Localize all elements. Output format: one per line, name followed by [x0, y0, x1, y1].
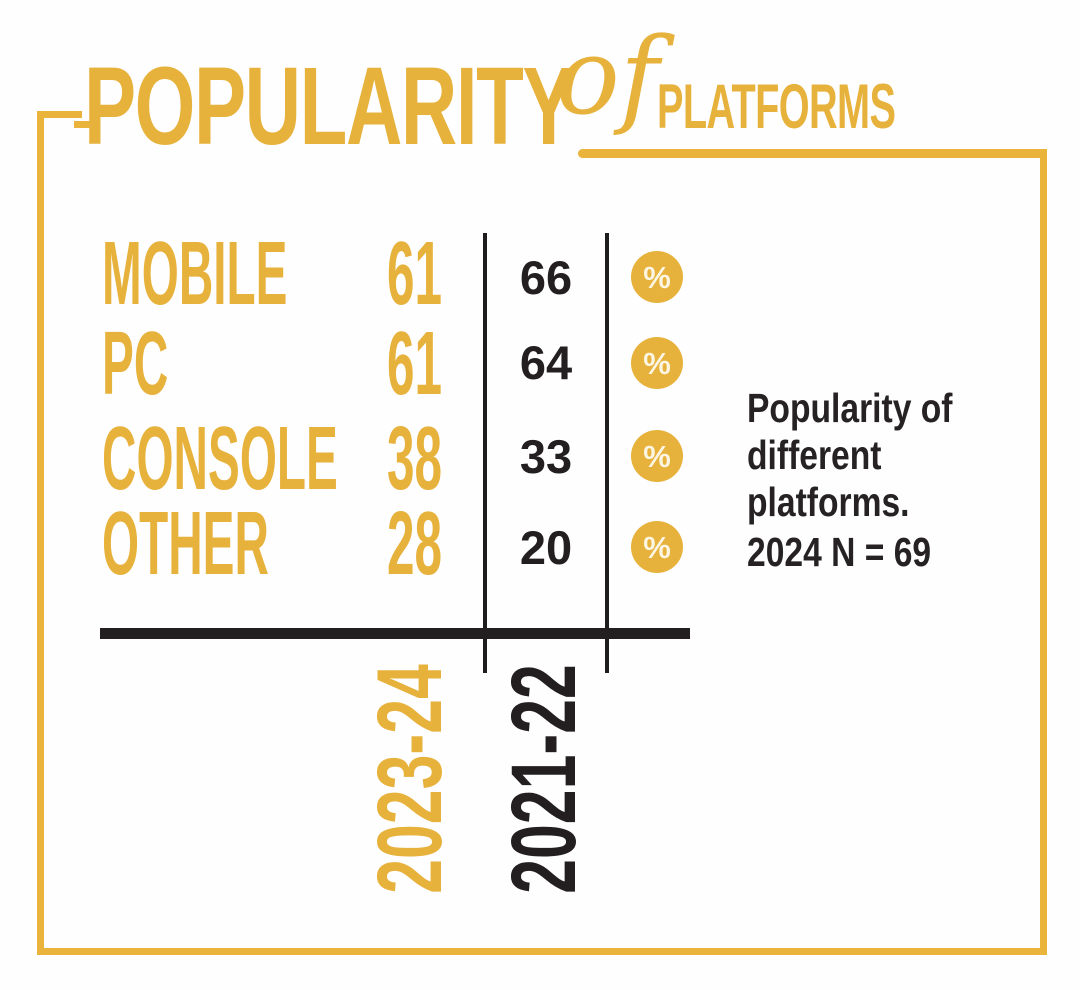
frame-border-bottom: [37, 948, 1047, 955]
column-header-2023-24: 2023-24: [359, 664, 461, 894]
value-2023-24: 38: [386, 409, 442, 509]
platform-label: OTHER: [102, 494, 269, 594]
column-divider-line-2: [605, 233, 609, 673]
percent-badge: %: [631, 430, 683, 482]
column-divider-line-1: [483, 233, 487, 673]
sample-size-text: 2024 N = 69: [747, 529, 932, 575]
note-line: different: [747, 432, 882, 478]
platform-label: CONSOLE: [102, 409, 338, 509]
value-2021-22: 66: [519, 251, 573, 304]
note-line: platforms.: [747, 479, 910, 525]
value-2021-22: 64: [519, 336, 573, 389]
note-line: Popularity of: [747, 385, 953, 431]
percent-badge: %: [631, 337, 683, 389]
percent-icon: %: [643, 345, 671, 381]
frame-border-top-step: [74, 121, 98, 128]
frame-border-left: [37, 111, 44, 955]
title-popularity: POPULARITY: [84, 45, 575, 168]
note-text: Popularity of different platforms.: [747, 385, 952, 526]
percent-icon: %: [643, 259, 671, 295]
table-baseline-rule: [100, 628, 690, 639]
column-header-2021-22: 2021-22: [493, 664, 595, 894]
platform-label: MOBILE: [102, 224, 288, 324]
percent-icon: %: [643, 529, 671, 565]
frame-border-right: [1040, 150, 1047, 955]
platform-label: PC: [102, 314, 169, 414]
value-2021-22: 33: [519, 430, 573, 483]
value-2021-22: 20: [519, 521, 573, 574]
value-2023-24: 61: [386, 314, 442, 414]
frame-border-top-left: [37, 111, 82, 118]
percent-badge: %: [631, 251, 683, 303]
percent-badge: %: [631, 521, 683, 573]
title-platforms: PLATFORMS: [657, 72, 896, 142]
value-2023-24: 61: [386, 224, 442, 324]
value-2023-24: 28: [386, 494, 442, 594]
percent-icon: %: [643, 438, 671, 474]
title-of-script: of: [556, 15, 660, 138]
title-underline: [578, 149, 1047, 158]
